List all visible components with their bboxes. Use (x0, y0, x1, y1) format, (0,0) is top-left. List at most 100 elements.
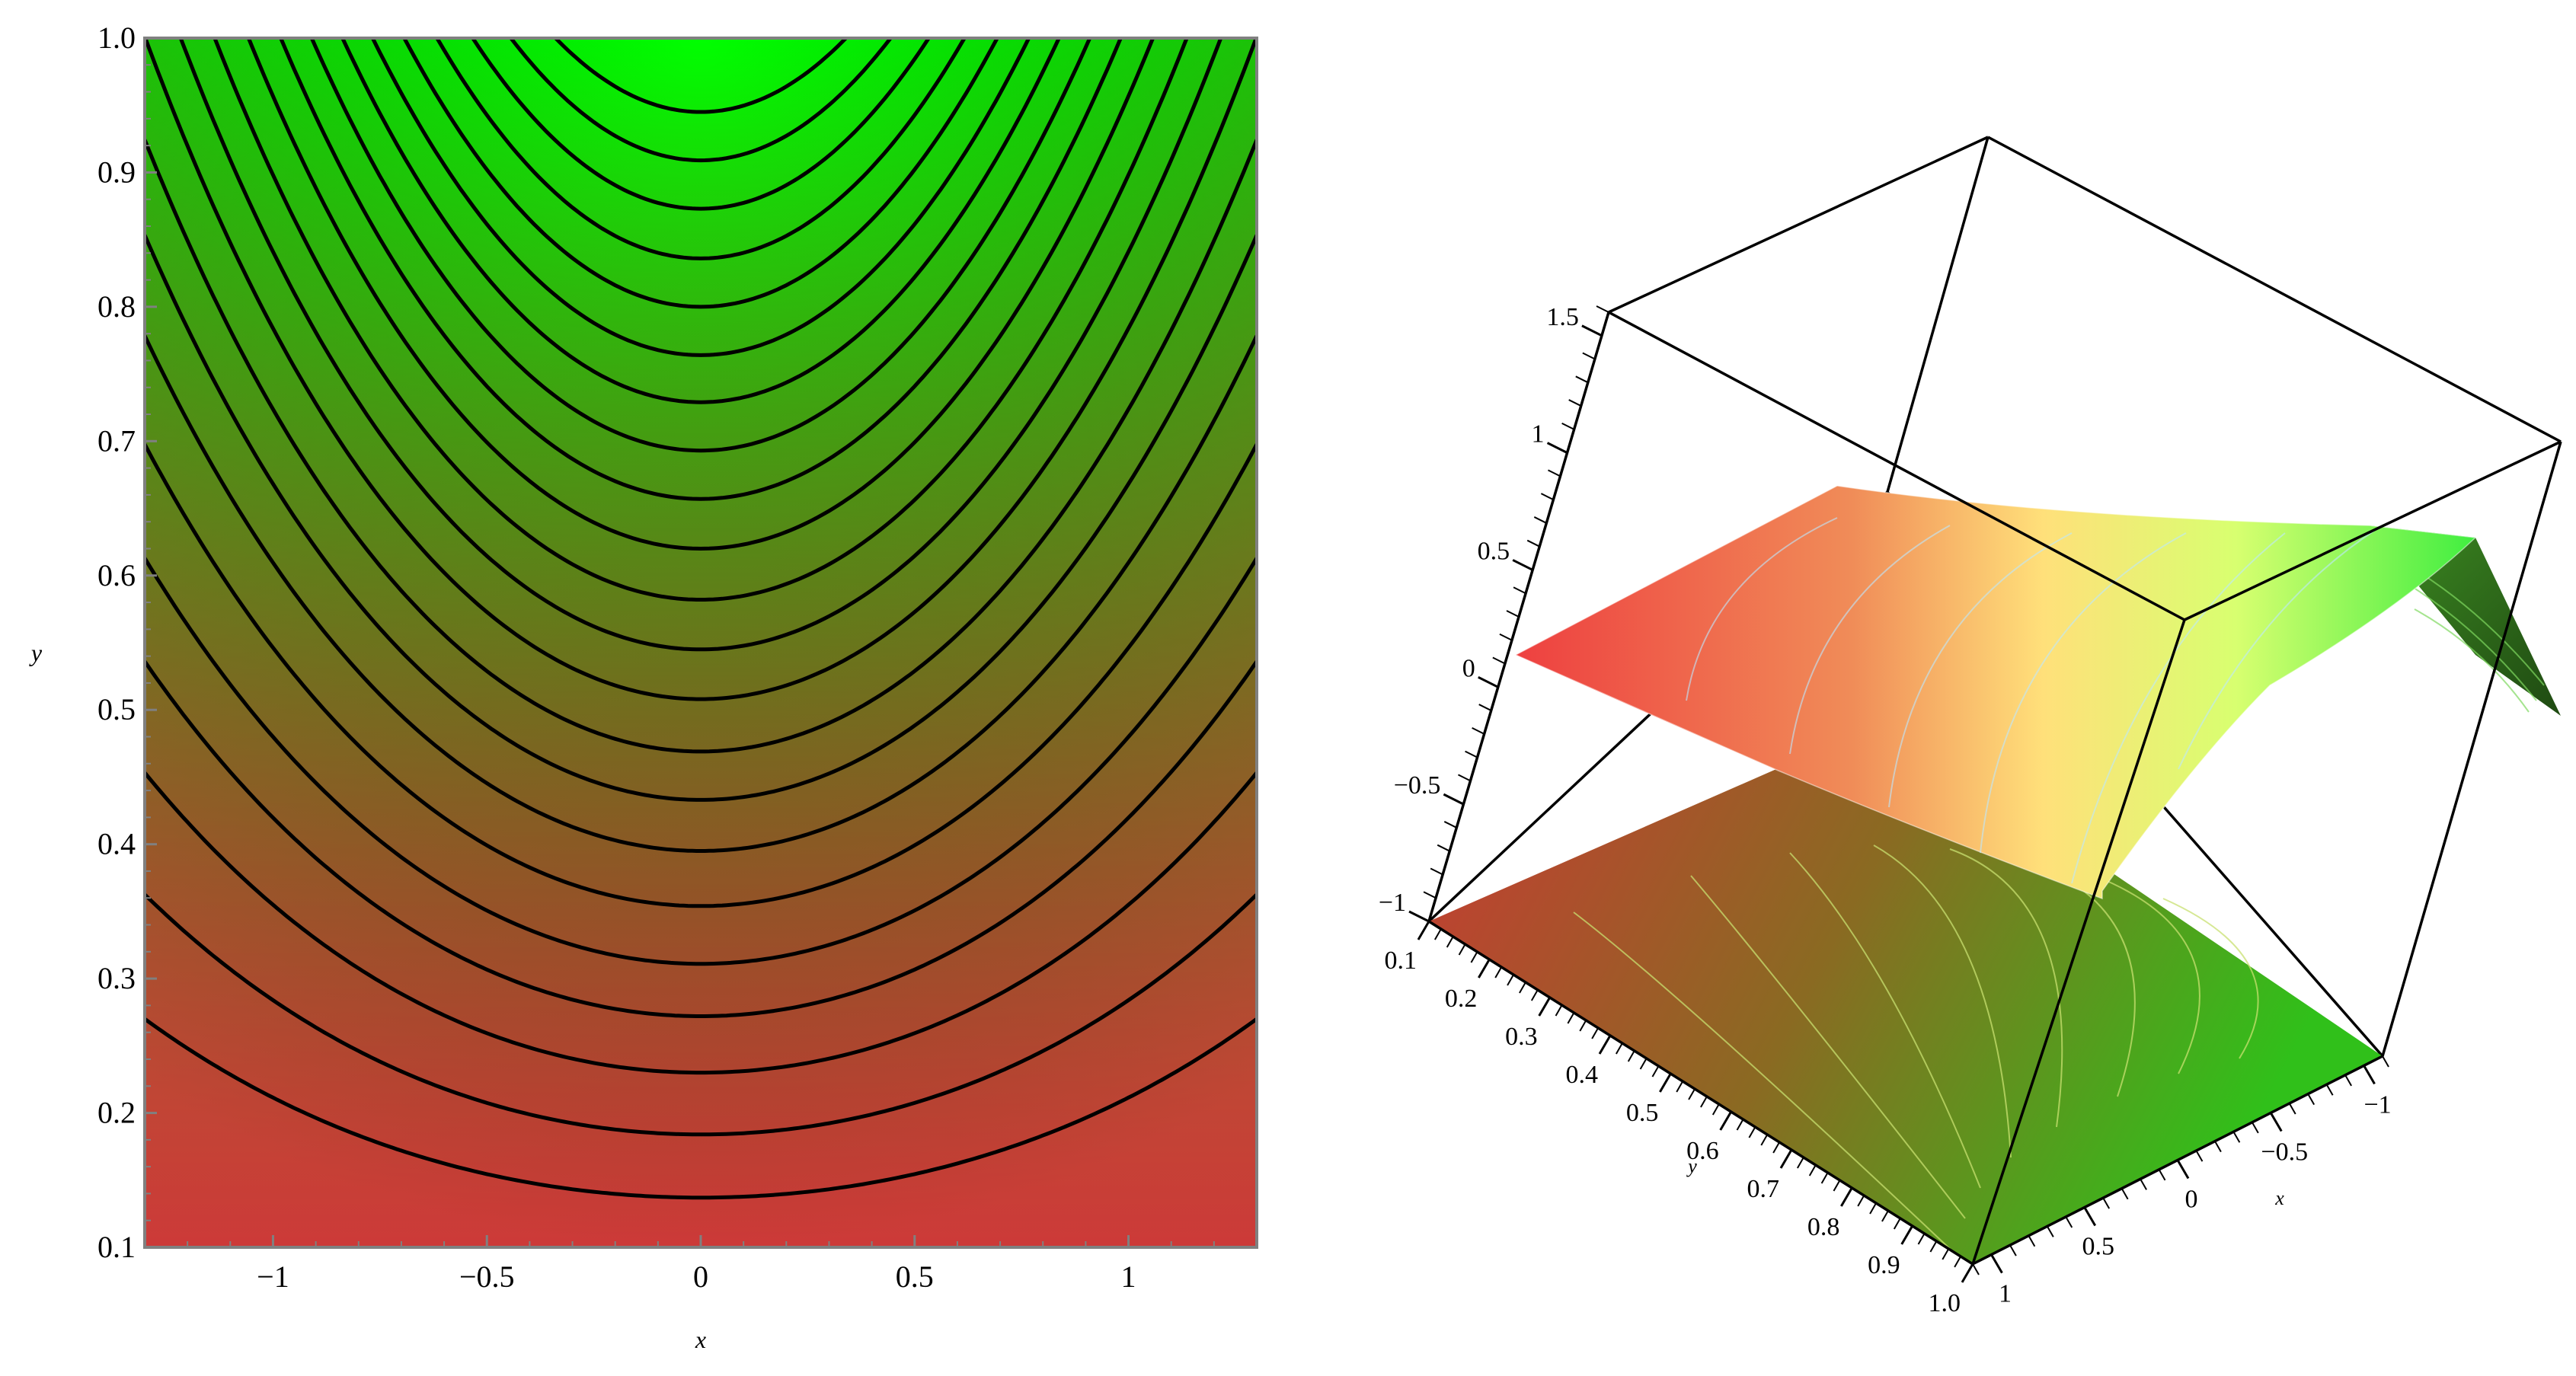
surface-y-minor-tick (1567, 1012, 1575, 1024)
surface-y-tick-label: 0.2 (1445, 985, 1478, 1013)
surface-y-tick-mark (1900, 1225, 1913, 1245)
contour-x-tick-label: −0.5 (459, 1259, 515, 1294)
contour-line-7 (145, 234, 1257, 802)
surface-y-tick-label: 0.5 (1626, 1099, 1659, 1127)
surface-x-ticks: −1 −0.5 0 0.5 1 (1972, 1055, 2392, 1308)
surface-x-tick-mark (2083, 1206, 2097, 1227)
contour-y-tick-label: 1.0 (97, 21, 136, 55)
contour-y-tick-label: 0.9 (97, 155, 136, 189)
surface-z-tick-label: 1 (1532, 420, 1545, 449)
surface-z-tick-label: −1 (1379, 889, 1406, 917)
contour-line-18 (434, 38, 967, 260)
surface-y-tick-label: 0.9 (1868, 1251, 1900, 1279)
surface-y-minor-tick (1627, 1050, 1635, 1062)
contour-plot: −1 −0.5 0 0.5 1 0.1 0.2 0.3 0.4 0.5 0.6 0.7 0.8 0.9 1… (29, 21, 1258, 1353)
surface-z-ticks: −1 −0.5 0 0.5 1 1.5 (1379, 303, 1609, 923)
contour-line-6 (145, 334, 1257, 853)
surface-y-minor-tick (1942, 1248, 1950, 1260)
floor-surface (1429, 720, 2383, 1264)
surface-y-minor-tick (1929, 1240, 1938, 1253)
surface-z-tick-mark (1408, 910, 1430, 923)
surface-z-minor-tick (1423, 891, 1437, 899)
contour-line-0 (145, 1017, 1257, 1200)
surface-y-minor-tick (1711, 1103, 1720, 1116)
surface-z-minor-tick (1596, 305, 1609, 313)
surface-y-tick-mark (1478, 959, 1491, 979)
contour-y-tick-label: 0.3 (97, 961, 136, 995)
surface-y-minor-tick (1796, 1157, 1804, 1169)
surface-z-minor-tick (1506, 610, 1520, 618)
surface-x-minor-tick (2288, 1103, 2296, 1115)
surface-y-minor-tick (1639, 1058, 1648, 1070)
contour-y-tick-label: 0.5 (97, 692, 136, 726)
surface-y-tick-label: 0.8 (1807, 1213, 1840, 1241)
surface-y-minor-tick (1748, 1126, 1756, 1138)
contour-line-16 (370, 38, 1031, 357)
surface-y-minor-tick (1591, 1027, 1600, 1039)
contour-line-9 (145, 38, 1257, 701)
surface-z-tick-label: 0.5 (1478, 537, 1510, 565)
surface-y-tick-mark (1779, 1149, 1793, 1169)
contour-y-tick-label: 0.8 (97, 289, 136, 324)
surface-z-minor-tick (1548, 469, 1561, 477)
surface-z-tick-mark (1443, 793, 1465, 806)
contour-line-19 (470, 38, 932, 211)
surface-z-minor-tick (1437, 844, 1450, 852)
surface-y-minor-tick (1893, 1218, 1901, 1230)
surface-y-tick-mark (1719, 1111, 1732, 1131)
surface-y-tick-mark (1538, 997, 1551, 1017)
contour-line-17 (401, 38, 1000, 309)
contour-line-20 (508, 38, 893, 163)
surface-y-minor-tick (1700, 1096, 1708, 1108)
contour-background-shading (145, 38, 1257, 1247)
surface-x-minor-tick (2251, 1122, 2259, 1134)
contour-y-axis-label: y (29, 639, 43, 666)
surface-y-tick-label: 0.4 (1566, 1061, 1599, 1089)
surface-y-minor-tick (1494, 966, 1503, 979)
surface-z-minor-tick (1533, 516, 1547, 524)
surface-z-tick-mark (1512, 559, 1533, 571)
surface-y-tick-mark (1598, 1035, 1612, 1055)
surface-z-tick-mark (1546, 442, 1568, 454)
surface-y-minor-tick (1615, 1042, 1623, 1055)
contour-line-14 (309, 38, 1092, 453)
surface-x-tick-label: −1 (2363, 1090, 2391, 1119)
contour-y-tick-label: 0.2 (97, 1096, 136, 1130)
surface-y-ticks: 0.1 0.2 0.3 0.4 0.5 0.6 0.7 0.8 0.9 1.0 (1385, 921, 1974, 1317)
surface-z-tick-label: 1.5 (1546, 303, 1579, 331)
surface-x-minor-tick (2158, 1169, 2166, 1181)
surface-x-axis-label: x (2274, 1187, 2284, 1209)
surface-y-tick-mark (1961, 1263, 1974, 1283)
contour-line-10 (178, 38, 1223, 652)
contour-x-axis-label: x (695, 1326, 706, 1353)
contour-line-12 (246, 38, 1155, 551)
surface-y-minor-tick (1857, 1195, 1865, 1207)
surface-z-minor-tick (1575, 375, 1589, 384)
contour-x-tick-label: 1 (1121, 1259, 1136, 1294)
contour-line-4 (145, 557, 1257, 966)
surface-z-minor-tick (1478, 704, 1492, 711)
surface-z-minor-tick (1465, 750, 1478, 758)
contour-y-tick-label: 0.6 (97, 558, 136, 592)
surface-x-tick-label: 0 (2185, 1186, 2198, 1214)
surface-x-minor-tick (2195, 1150, 2204, 1162)
surface-y-minor-tick (1530, 989, 1539, 1001)
surface-z-minor-tick (1582, 352, 1596, 360)
surface-z-minor-tick (1568, 399, 1582, 407)
contour-line-15 (340, 38, 1062, 404)
surface-x-tick-label: −0.5 (2261, 1138, 2308, 1166)
surface-z-minor-tick (1472, 726, 1485, 735)
surface-x-minor-tick (2214, 1141, 2222, 1153)
surface-x-minor-tick (2344, 1074, 2352, 1087)
surface-x-minor-tick (2009, 1244, 2017, 1256)
surface-y-minor-tick (1869, 1202, 1877, 1215)
contour-line-5 (145, 443, 1257, 908)
contour-line-21 (552, 38, 849, 114)
surface-y-minor-tick (1760, 1134, 1769, 1146)
surface-x-minor-tick (2325, 1084, 2334, 1096)
surface-y-minor-tick (1772, 1141, 1781, 1154)
surface-y-tick-mark (1659, 1073, 1672, 1093)
surface-z-minor-tick (1443, 821, 1457, 828)
surface-y-minor-tick (1917, 1233, 1926, 1245)
